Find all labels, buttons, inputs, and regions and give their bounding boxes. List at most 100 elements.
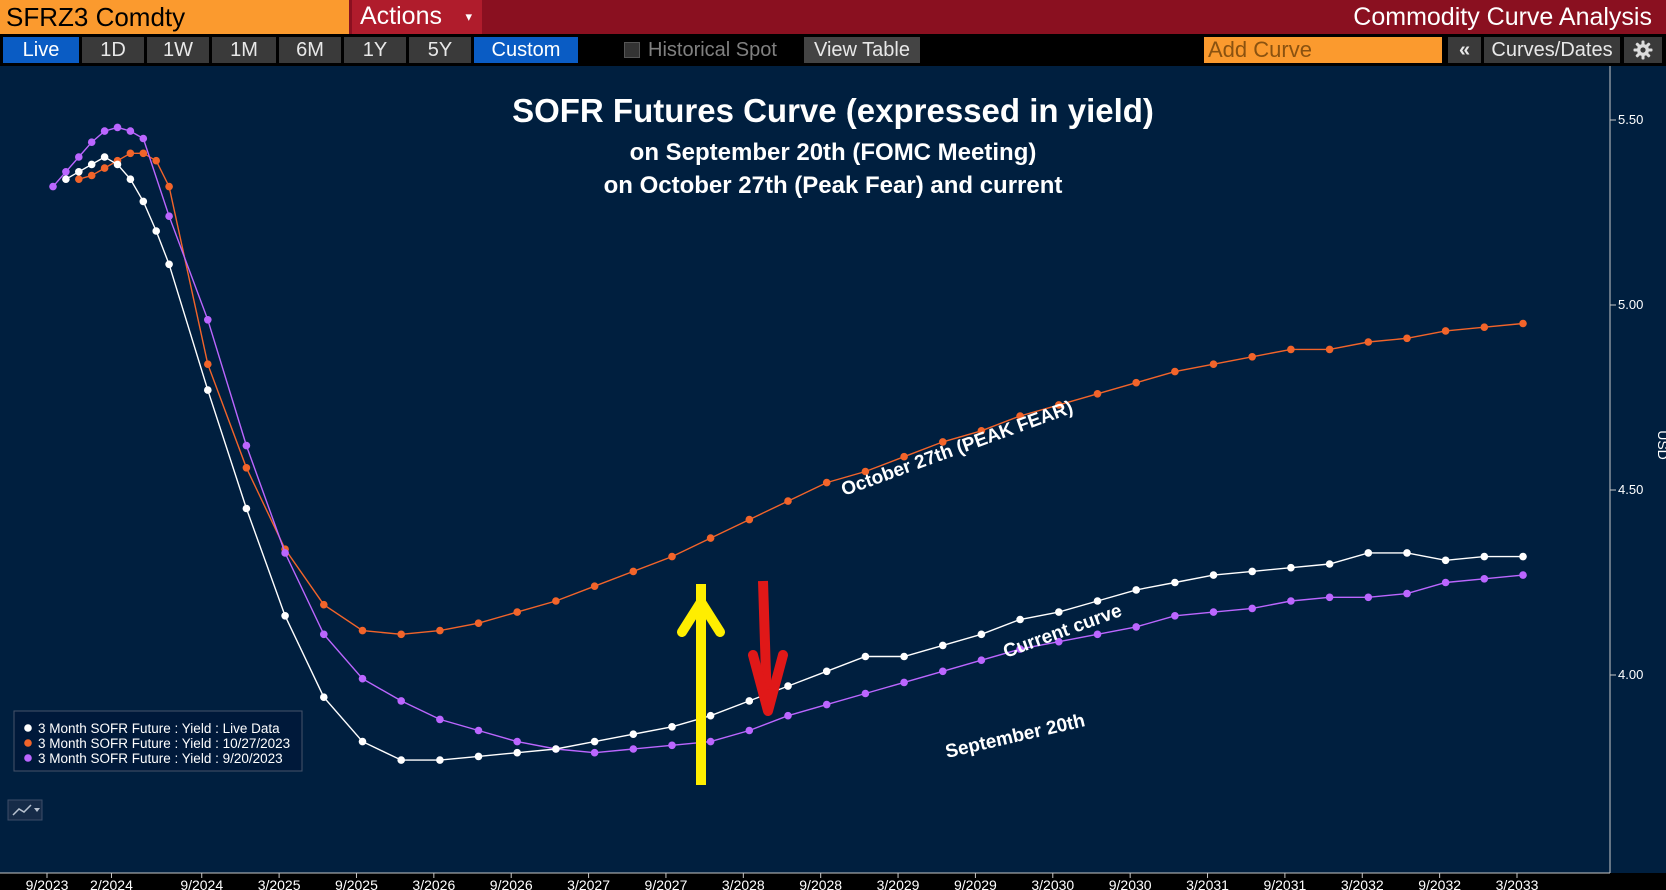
data-point[interactable] (1093, 597, 1102, 605)
range-6m-button[interactable]: 6M (279, 37, 341, 63)
data-point[interactable] (822, 478, 831, 487)
ticker-field[interactable]: SFRZ3 Comdty (0, 0, 349, 34)
data-point[interactable] (49, 182, 57, 191)
data-point[interactable] (281, 549, 289, 557)
data-point[interactable] (629, 730, 638, 738)
data-point[interactable] (62, 175, 70, 183)
data-point[interactable] (358, 737, 367, 746)
data-point[interactable] (900, 452, 908, 461)
data-point[interactable] (436, 626, 444, 635)
data-point[interactable] (900, 678, 908, 687)
data-point[interactable] (1519, 571, 1527, 579)
data-point[interactable] (784, 682, 792, 690)
data-point[interactable] (1093, 630, 1102, 639)
data-point[interactable] (204, 316, 212, 324)
data-point[interactable] (1171, 367, 1179, 376)
data-point[interactable] (1248, 353, 1256, 361)
range-1d-button[interactable]: 1D (82, 37, 144, 63)
data-point[interactable] (113, 160, 122, 169)
data-point[interactable] (1480, 552, 1489, 561)
data-point[interactable] (745, 697, 754, 705)
data-point[interactable] (784, 711, 792, 720)
data-point[interactable] (139, 149, 148, 158)
data-point[interactable] (126, 149, 135, 158)
historical-spot-toggle[interactable]: Historical Spot (624, 37, 777, 63)
data-point[interactable] (1364, 549, 1373, 557)
data-point[interactable] (590, 582, 599, 590)
data-point[interactable] (1287, 597, 1295, 605)
data-point[interactable] (1209, 608, 1218, 616)
data-point[interactable] (152, 156, 160, 165)
data-point[interactable] (436, 756, 444, 764)
data-point[interactable] (1209, 360, 1218, 369)
data-point[interactable] (474, 619, 483, 627)
data-point[interactable] (75, 153, 83, 161)
data-point[interactable] (513, 748, 521, 757)
data-point[interactable] (1171, 578, 1179, 587)
data-point[interactable] (397, 630, 406, 639)
data-point[interactable] (165, 212, 173, 220)
view-table-button[interactable]: View Table (804, 37, 920, 63)
data-point[interactable] (1519, 319, 1527, 328)
data-point[interactable] (87, 171, 96, 180)
data-point[interactable] (1093, 390, 1102, 398)
data-point[interactable] (822, 667, 831, 676)
range-live-button[interactable]: Live (3, 37, 79, 63)
range-5y-button[interactable]: 5Y (409, 37, 471, 63)
data-point[interactable] (1055, 637, 1063, 646)
collapse-panel-button[interactable]: « (1448, 37, 1481, 63)
data-point[interactable] (75, 175, 83, 183)
data-point[interactable] (242, 504, 251, 513)
range-1w-button[interactable]: 1W (147, 37, 209, 63)
data-point[interactable] (1248, 567, 1256, 576)
data-point[interactable] (165, 182, 173, 191)
data-point[interactable] (861, 689, 870, 698)
sofr-curve-chart[interactable]: SOFR Futures Curve (expressed in yield) … (0, 66, 1666, 890)
data-point[interactable] (939, 641, 947, 650)
data-point[interactable] (242, 441, 251, 450)
chart-type-button[interactable] (7, 799, 43, 821)
data-point[interactable] (668, 723, 676, 731)
gear-icon[interactable] (1624, 37, 1662, 63)
data-point[interactable] (1403, 589, 1411, 598)
data-point[interactable] (75, 168, 83, 176)
data-point[interactable] (320, 693, 328, 701)
data-point[interactable] (939, 667, 947, 676)
data-point[interactable] (1480, 323, 1489, 332)
data-point[interactable] (1441, 556, 1450, 565)
chart-area[interactable]: SOFR Futures Curve (expressed in yield) … (0, 66, 1666, 890)
data-point[interactable] (706, 737, 715, 746)
add-curve-input[interactable] (1204, 37, 1442, 63)
data-point[interactable] (745, 726, 754, 735)
data-point[interactable] (1441, 327, 1450, 335)
data-point[interactable] (165, 260, 173, 269)
data-point[interactable] (668, 741, 676, 750)
data-point[interactable] (1364, 593, 1373, 602)
data-point[interactable] (706, 711, 715, 720)
range-1y-button[interactable]: 1Y (344, 37, 406, 63)
data-point[interactable] (1325, 560, 1334, 568)
data-point[interactable] (1209, 571, 1218, 579)
data-point[interactable] (1325, 593, 1334, 602)
data-point[interactable] (474, 752, 483, 761)
data-point[interactable] (100, 164, 109, 172)
data-point[interactable] (474, 726, 483, 735)
data-point[interactable] (397, 756, 406, 764)
data-point[interactable] (87, 138, 96, 146)
data-point[interactable] (1055, 608, 1063, 616)
data-point[interactable] (139, 134, 148, 143)
data-point[interactable] (1480, 575, 1489, 583)
data-point[interactable] (139, 197, 148, 206)
data-point[interactable] (668, 552, 676, 561)
data-point[interactable] (152, 227, 160, 235)
range-custom-button[interactable]: Custom (474, 37, 578, 63)
data-point[interactable] (1016, 615, 1024, 624)
data-point[interactable] (552, 745, 560, 753)
data-point[interactable] (1325, 345, 1334, 354)
data-point[interactable] (513, 737, 521, 746)
data-point[interactable] (1132, 623, 1140, 631)
data-point[interactable] (706, 534, 715, 542)
data-point[interactable] (113, 123, 122, 132)
data-point[interactable] (977, 630, 986, 639)
data-point[interactable] (977, 427, 986, 435)
